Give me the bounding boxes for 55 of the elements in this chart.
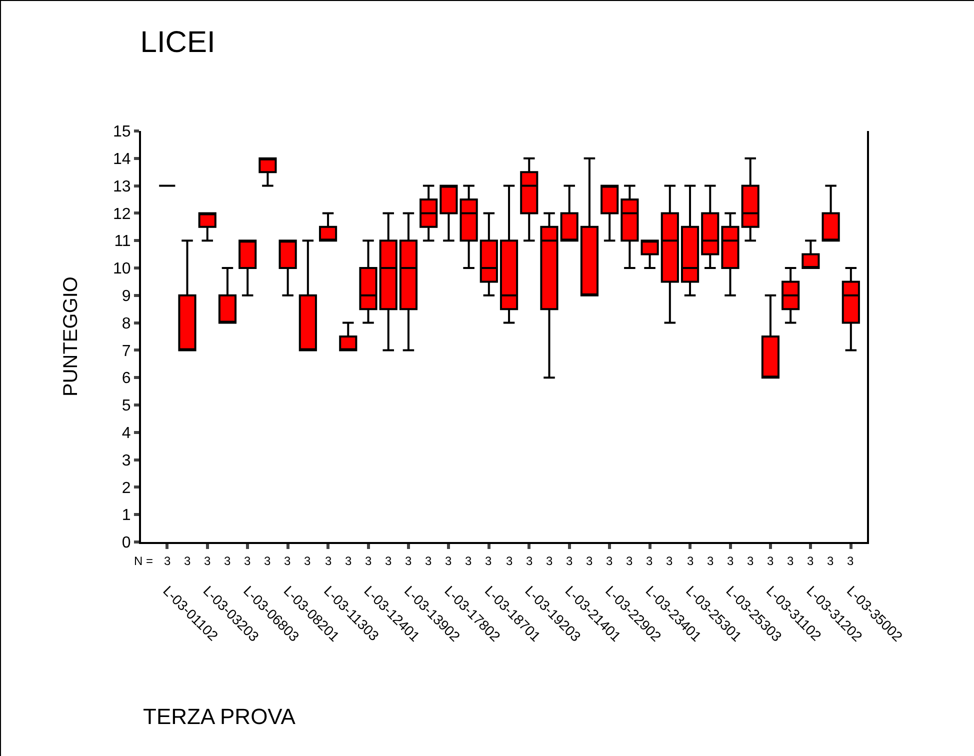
text: 3 bbox=[244, 554, 251, 568]
text: 3 bbox=[425, 554, 432, 568]
text: 3 bbox=[546, 554, 553, 568]
text: 3 bbox=[687, 554, 694, 568]
text: 3 bbox=[445, 554, 452, 568]
text: 3 bbox=[626, 554, 633, 568]
y-tick-label: 10 bbox=[113, 260, 131, 278]
x-axis-title: TERZA PROVA bbox=[143, 704, 296, 729]
y-tick-label: 7 bbox=[122, 342, 131, 360]
text: 3 bbox=[304, 554, 311, 568]
text: 3 bbox=[224, 554, 231, 568]
y-tick-label: 1 bbox=[122, 507, 131, 524]
text: 3 bbox=[164, 554, 171, 568]
y-tick-label: 3 bbox=[122, 452, 131, 470]
y-tick-label: 0 bbox=[122, 534, 131, 552]
text: 3 bbox=[325, 554, 332, 568]
y-tick-label: 5 bbox=[122, 398, 131, 415]
y-tick-label: 11 bbox=[114, 233, 131, 250]
text: 3 bbox=[727, 554, 734, 568]
y-tick-label: 4 bbox=[122, 425, 131, 442]
text: 3 bbox=[284, 554, 291, 568]
y-tick-label: 13 bbox=[113, 178, 131, 196]
text: N = bbox=[134, 554, 154, 568]
text: 3 bbox=[526, 554, 533, 568]
text: 3 bbox=[747, 554, 754, 568]
y-tick-label: 14 bbox=[113, 151, 131, 168]
text: 3 bbox=[807, 554, 814, 568]
text: 3 bbox=[204, 554, 211, 568]
y-tick-label: 2 bbox=[122, 480, 131, 497]
text: 3 bbox=[707, 554, 714, 568]
text: 3 bbox=[646, 554, 653, 568]
y-tick-label: 6 bbox=[122, 370, 131, 388]
y-tick-label: 8 bbox=[122, 315, 131, 332]
text: 3 bbox=[485, 554, 492, 568]
text: 3 bbox=[465, 554, 472, 568]
y-tick-label: 9 bbox=[122, 288, 131, 305]
text: 3 bbox=[506, 554, 513, 568]
text: 3 bbox=[767, 554, 774, 568]
text: 3 bbox=[345, 554, 352, 568]
text: 3 bbox=[827, 554, 834, 568]
text: 3 bbox=[787, 554, 794, 568]
y-axis-title: PUNTEGGIO bbox=[60, 276, 82, 397]
y-tick-label: 12 bbox=[113, 206, 131, 223]
text: 3 bbox=[365, 554, 372, 568]
text: 3 bbox=[385, 554, 392, 568]
text: 3 bbox=[566, 554, 573, 568]
y-tick-label: 15 bbox=[113, 124, 131, 141]
text: 3 bbox=[666, 554, 673, 568]
text: 3 bbox=[264, 554, 271, 568]
text: 3 bbox=[606, 554, 613, 568]
text: 3 bbox=[184, 554, 191, 568]
chart-title: LICEI bbox=[140, 26, 216, 60]
text: 3 bbox=[586, 554, 593, 568]
text: 3 bbox=[405, 554, 412, 568]
text: 3 bbox=[847, 554, 854, 568]
